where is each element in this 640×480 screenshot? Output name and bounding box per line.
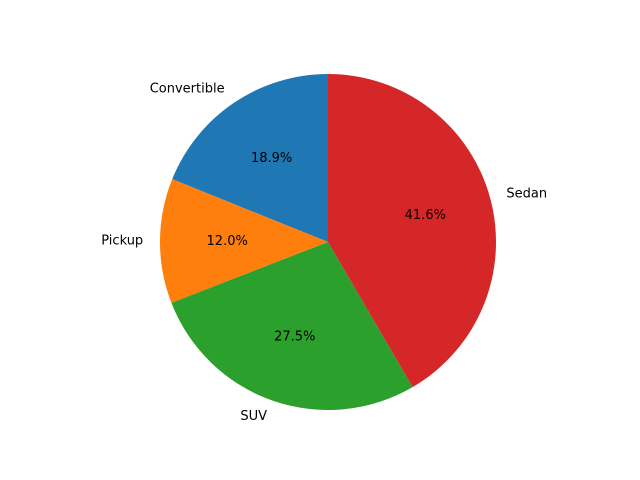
percent-labels: 18.9% 12.0% 27.5% 41.6% bbox=[207, 151, 446, 345]
category-label-sedan: Sedan bbox=[506, 186, 547, 201]
category-label-suv: SUV bbox=[240, 409, 267, 424]
pie-slice-pickup bbox=[159, 179, 328, 303]
category-label-convertible: Convertible bbox=[150, 81, 225, 96]
pie-slice-sedan bbox=[328, 74, 497, 388]
category-labels: Convertible Pickup SUV Sedan bbox=[101, 81, 547, 424]
pie-slices bbox=[159, 74, 497, 411]
percent-label-convertible: 18.9% bbox=[251, 151, 292, 166]
percent-label-pickup: 12.0% bbox=[207, 234, 248, 249]
percent-label-suv: 27.5% bbox=[274, 330, 315, 345]
pie-slice-convertible bbox=[172, 74, 328, 242]
pie-slice-suv bbox=[171, 242, 413, 411]
percent-label-sedan: 41.6% bbox=[405, 208, 446, 223]
category-label-pickup: Pickup bbox=[101, 233, 143, 248]
